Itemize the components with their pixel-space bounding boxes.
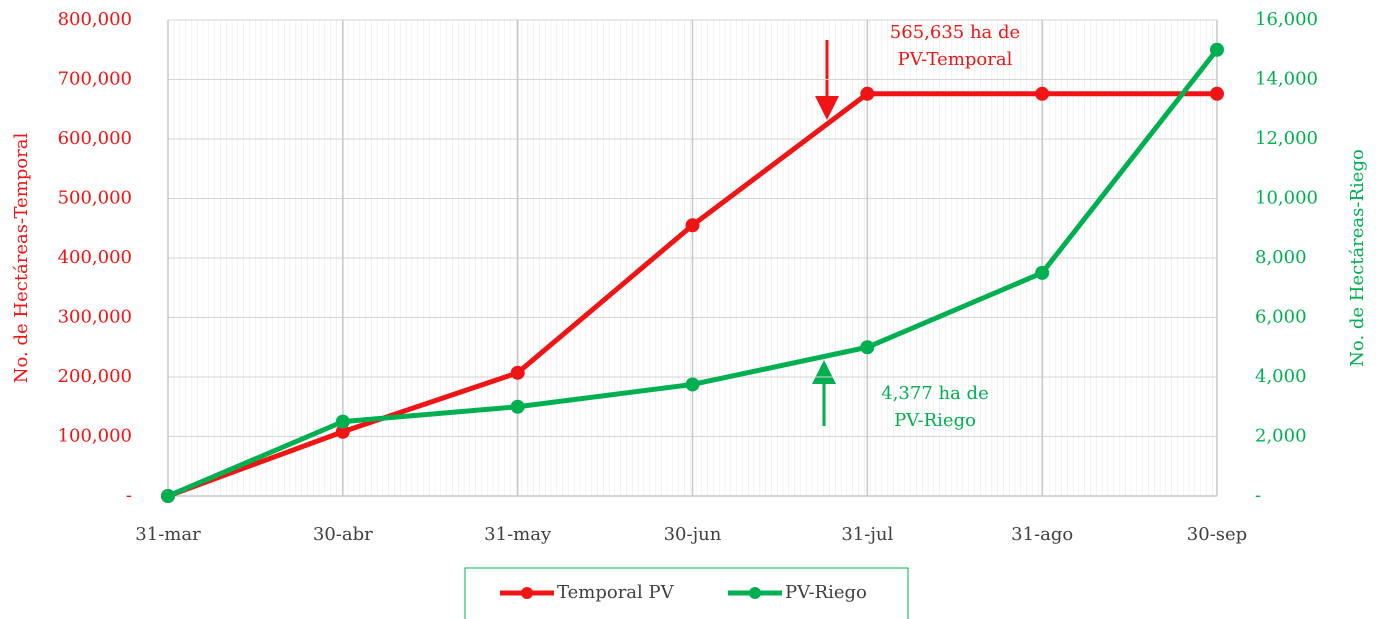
y-tick-label: 100,000 [58, 426, 132, 447]
x-tick-label: 31-ago [1011, 524, 1073, 545]
data-point [1210, 42, 1224, 57]
y-tick-label: 300,000 [58, 307, 132, 328]
y-tick-label: 200,000 [58, 366, 132, 387]
y2-tick-label: 10,000 [1255, 188, 1318, 209]
y2-tick-label: 4,000 [1255, 366, 1307, 387]
y2-tick-label: - [1255, 485, 1261, 506]
y2-axis-label: No. de Hectáreas-Riego [1347, 149, 1368, 367]
y2-tick-label: 8,000 [1255, 247, 1307, 268]
annotation: PV-Riego [894, 410, 976, 431]
data-point [860, 86, 875, 101]
annotation: 4,377 ha de [881, 383, 988, 404]
data-point [510, 365, 525, 380]
data-point [161, 489, 175, 503]
y-axis-label: No. de Hectáreas-Temporal [11, 133, 32, 384]
y2-tick-label: 6,000 [1255, 307, 1307, 328]
data-point [1035, 86, 1050, 101]
x-tick-label: 30-abr [313, 524, 373, 545]
x-tick-label: 30-sep [1187, 524, 1247, 545]
annotation: 565,635 ha de [890, 22, 1020, 43]
x-tick-label: 31-may [484, 524, 552, 545]
data-point [335, 414, 350, 429]
data-point [685, 218, 700, 233]
legend-label: Temporal PV [557, 582, 675, 603]
y-tick-label: - [126, 485, 132, 506]
data-point [860, 340, 875, 355]
y2-tick-label: 2,000 [1255, 426, 1307, 447]
y-tick-label: 700,000 [58, 69, 132, 90]
data-point [1035, 265, 1050, 280]
y2-tick-label: 14,000 [1255, 69, 1318, 90]
x-tick-label: 31-mar [135, 524, 201, 545]
annotation: PV-Temporal [898, 49, 1013, 70]
x-tick-label: 31-jul [841, 524, 893, 545]
y-tick-label: 800,000 [58, 9, 132, 30]
x-tick-label: 30-jun [664, 524, 722, 545]
y-tick-label: 500,000 [58, 188, 132, 209]
y-tick-label: 600,000 [58, 128, 132, 149]
data-point [510, 399, 525, 414]
data-point [685, 377, 700, 392]
data-point [1210, 86, 1224, 101]
legend-swatch-marker [521, 587, 533, 599]
legend-swatch-marker [749, 587, 761, 599]
y-tick-label: 400,000 [58, 247, 132, 268]
y2-tick-label: 12,000 [1255, 128, 1318, 149]
y2-tick-label: 16,000 [1255, 9, 1318, 30]
data-point [335, 424, 350, 439]
legend-label: PV-Riego [785, 582, 867, 603]
